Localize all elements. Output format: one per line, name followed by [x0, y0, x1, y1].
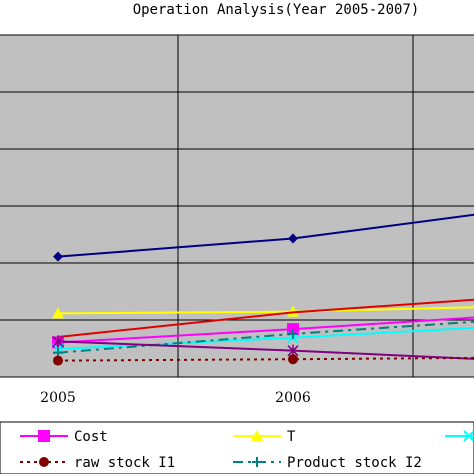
series-8 — [53, 354, 474, 366]
gridlines — [0, 34, 474, 378]
legend-item: Cost — [20, 429, 108, 445]
marker-circle — [53, 355, 63, 366]
legend-item — [445, 430, 474, 442]
legend-label: Cost — [74, 429, 108, 445]
marker-triangle — [52, 307, 64, 319]
marker-triangle — [287, 305, 299, 317]
marker-diamond — [53, 251, 63, 262]
marker-square — [38, 430, 50, 442]
legend-item: Product stock I2 — [233, 455, 422, 471]
series-line — [57, 298, 474, 338]
marker-plus — [288, 328, 298, 339]
series-layer — [52, 213, 474, 366]
series-line — [57, 356, 474, 362]
legend-frame — [0, 421, 474, 474]
series-7 — [52, 335, 474, 360]
legend-item: raw stock I1 — [20, 455, 175, 471]
marker-x — [463, 430, 474, 442]
marker-plus — [252, 457, 262, 467]
series-1 — [53, 213, 474, 262]
x-axis: 2005 2006 — [40, 390, 311, 406]
x-tick-label: 2005 — [40, 390, 76, 406]
marker-diamond — [288, 233, 298, 244]
marker-triangle — [251, 430, 263, 441]
legend-label: raw stock I1 — [74, 455, 175, 471]
legend-label: T — [287, 429, 296, 445]
x-tick-label: 2006 — [275, 390, 311, 406]
marker-asterisk — [52, 335, 64, 348]
series-3 — [57, 298, 474, 338]
marker-circle — [288, 354, 298, 365]
legend-label: Product stock I2 — [287, 455, 422, 471]
marker-circle — [39, 457, 49, 467]
legend-item: T — [233, 429, 296, 445]
chart-title: Operation Analysis(Year 2005-2007) — [133, 2, 420, 18]
